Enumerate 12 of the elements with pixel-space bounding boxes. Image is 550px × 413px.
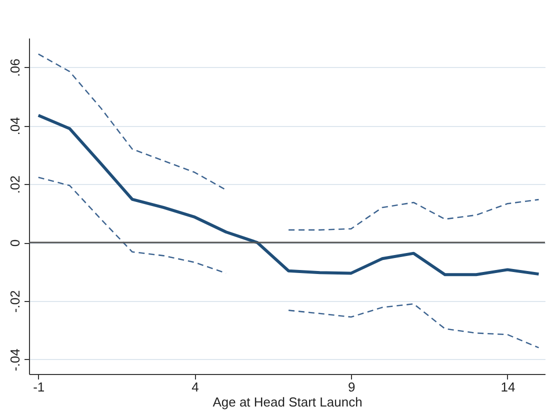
y-tick-label: -.04 bbox=[8, 348, 22, 372]
y-tick-label: -.02 bbox=[8, 290, 22, 313]
x-tick-label: 14 bbox=[500, 380, 516, 394]
x-tick-label: -1 bbox=[33, 380, 45, 394]
x-tick-label: 9 bbox=[348, 380, 356, 394]
y-tick-label: .06 bbox=[8, 58, 22, 77]
y-tick-label: .02 bbox=[8, 176, 22, 194]
line-series bbox=[36, 114, 540, 276]
y-tick-label: 0 bbox=[8, 239, 22, 247]
x-axis-title: Age at Head Start Launch bbox=[212, 394, 362, 410]
x-tick-label: 4 bbox=[192, 380, 199, 394]
y-tick-label: .04 bbox=[8, 117, 22, 136]
